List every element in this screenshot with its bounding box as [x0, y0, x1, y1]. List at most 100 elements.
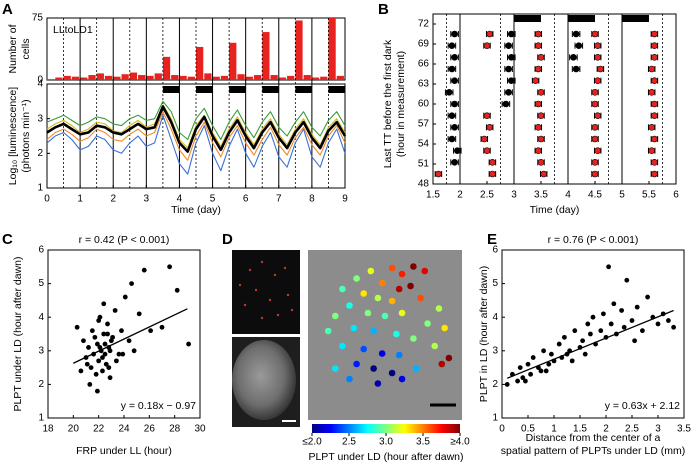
point [120, 351, 126, 357]
point [451, 124, 458, 131]
point [174, 287, 180, 293]
x-tick-label: 2.5 [480, 190, 494, 201]
x-tick-label: 5.5 [642, 190, 656, 201]
histogram-bar [113, 76, 121, 80]
y-tick-label: 3 [492, 345, 498, 356]
histogram-bar [121, 74, 129, 80]
x-tick-label: 8 [309, 194, 315, 205]
y-tick-label: 75 [32, 13, 44, 24]
point [186, 341, 192, 347]
x-tick-label: 1 [551, 424, 557, 435]
point [594, 147, 602, 154]
point [107, 348, 113, 354]
point [594, 54, 602, 61]
histogram-bar [270, 75, 278, 80]
histogram-bar [55, 77, 63, 80]
cell [388, 369, 396, 377]
point [483, 147, 491, 154]
y-tick-label: 0 [37, 75, 43, 86]
point [129, 281, 135, 286]
histogram-bar [96, 73, 104, 80]
point [651, 54, 658, 61]
cell [364, 309, 372, 317]
y-tick-label: 2 [37, 148, 43, 159]
point [105, 331, 110, 337]
dark-period [295, 86, 312, 93]
y-tick-label: 5 [492, 278, 498, 289]
point [97, 345, 103, 350]
dark-period [514, 15, 541, 22]
histogram-bar [179, 75, 187, 80]
luminescence-image [232, 250, 300, 334]
plot-frame [501, 249, 685, 419]
colorbar [312, 424, 460, 433]
point [448, 42, 456, 49]
cell [374, 380, 382, 387]
point [648, 124, 656, 131]
y-tick-label: 48 [418, 179, 430, 190]
point [619, 308, 624, 313]
x-tick-label: 3.5 [534, 190, 548, 201]
histogram-bar [71, 76, 80, 80]
point [534, 124, 542, 131]
point [549, 351, 554, 357]
point [648, 65, 656, 73]
point [572, 328, 578, 334]
x-tick-label: 4 [565, 190, 571, 201]
point [591, 30, 599, 38]
point [131, 348, 137, 354]
point [483, 112, 491, 119]
cell [417, 294, 424, 302]
point [505, 42, 512, 49]
y-tick-label: 57 [418, 119, 430, 130]
series-line [46, 100, 346, 141]
panel-label: B [378, 1, 389, 18]
histogram-bar [311, 77, 320, 80]
histogram-bar [171, 75, 179, 80]
point [543, 368, 549, 374]
histogram-bar [287, 75, 295, 80]
x-tick-label: 5 [619, 190, 625, 201]
point [103, 361, 109, 367]
histogram-bar [303, 75, 311, 80]
cell [398, 375, 406, 383]
point [537, 135, 545, 143]
histogram-bar [245, 76, 253, 80]
point [107, 375, 113, 381]
point [591, 135, 599, 143]
point [504, 382, 510, 387]
point [525, 361, 531, 367]
plot-frame [47, 249, 201, 419]
x-tick-label: 30 [194, 424, 206, 435]
x-tick-label: 5 [210, 194, 216, 205]
x-tick-label: 2 [110, 194, 116, 205]
y-tick-label: 1 [492, 413, 498, 424]
point [448, 65, 456, 73]
histogram-bar [278, 77, 287, 80]
point [483, 42, 491, 49]
point [92, 334, 98, 340]
point [671, 324, 676, 330]
y-axis-label: (photons min⁻¹) [20, 99, 32, 172]
fit-line [73, 308, 188, 364]
point [534, 42, 542, 49]
point [95, 341, 100, 347]
cell [395, 351, 403, 359]
point [534, 147, 542, 154]
point [451, 100, 458, 108]
point [540, 170, 548, 178]
histogram-bar [196, 46, 204, 80]
y-tick-label: 6 [492, 245, 498, 256]
point [624, 277, 630, 283]
histogram-bar [63, 75, 71, 80]
point [570, 54, 577, 61]
cell [324, 327, 332, 335]
point [88, 365, 94, 370]
point [451, 54, 458, 61]
chart-title: r = 0.42 (P < 0.001) [79, 234, 170, 246]
point [537, 112, 545, 119]
point [451, 77, 458, 84]
x-tick-label: 3.5 [677, 424, 691, 435]
colorbar-tick-label: 2.5 [342, 437, 356, 448]
